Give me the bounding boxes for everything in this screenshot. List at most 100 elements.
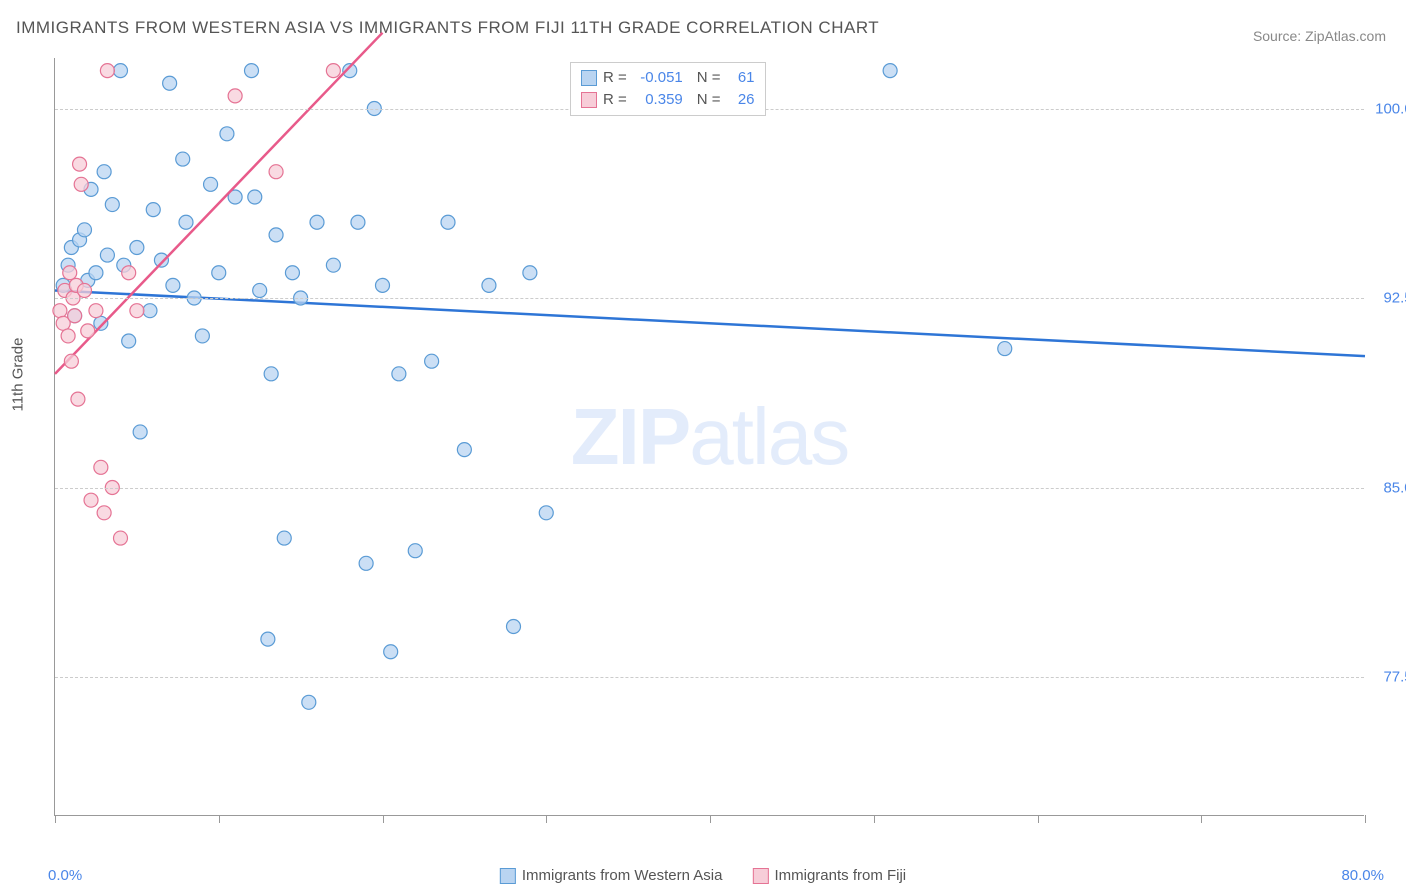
data-point (220, 127, 234, 141)
data-point (97, 165, 111, 179)
data-point (285, 266, 299, 280)
regression-line (55, 33, 383, 374)
source-attribution: Source: ZipAtlas.com (1253, 28, 1386, 44)
y-tick-label: 85.0% (1383, 479, 1406, 496)
data-point (302, 695, 316, 709)
data-point (84, 493, 98, 507)
n-label: N = (697, 89, 721, 111)
data-point (166, 278, 180, 292)
correlation-legend-row: R = 0.359 N = 26 (581, 89, 755, 111)
plot-area: ZIPatlas 77.5%85.0%92.5%100.0% (54, 58, 1364, 816)
data-point (146, 203, 160, 217)
data-point (326, 64, 340, 78)
x-tick (55, 815, 56, 823)
data-point (539, 506, 553, 520)
data-point (883, 64, 897, 78)
data-point (105, 198, 119, 212)
data-point (73, 157, 87, 171)
x-tick (219, 815, 220, 823)
r-value: 0.359 (633, 89, 683, 111)
x-tick (1038, 815, 1039, 823)
data-point (392, 367, 406, 381)
y-tick-label: 77.5% (1383, 669, 1406, 686)
data-point (212, 266, 226, 280)
data-point (61, 329, 75, 343)
r-label: R = (603, 67, 627, 89)
data-point (77, 283, 91, 297)
data-point (195, 329, 209, 343)
data-point (228, 89, 242, 103)
data-point (77, 223, 91, 237)
grid-line (55, 298, 1364, 299)
data-point (100, 248, 114, 262)
x-axis-max-label: 80.0% (1341, 867, 1384, 884)
data-point (74, 177, 88, 191)
data-point (384, 645, 398, 659)
legend-swatch-pink (752, 868, 768, 884)
data-point (523, 266, 537, 280)
data-point (89, 304, 103, 318)
data-point (269, 228, 283, 242)
data-point (245, 64, 259, 78)
series-legend: Immigrants from Western Asia Immigrants … (500, 867, 906, 884)
n-value: 26 (727, 89, 755, 111)
data-point (114, 64, 128, 78)
data-point (425, 354, 439, 368)
legend-label: Immigrants from Western Asia (522, 867, 723, 884)
r-value: -0.051 (633, 67, 683, 89)
legend-swatch (581, 92, 597, 108)
x-axis-min-label: 0.0% (48, 867, 82, 884)
regression-line (55, 290, 1365, 356)
data-point (441, 215, 455, 229)
y-tick-label: 100.0% (1375, 100, 1406, 117)
legend-item-western-asia: Immigrants from Western Asia (500, 867, 723, 884)
data-point (133, 425, 147, 439)
data-point (130, 241, 144, 255)
data-point (998, 342, 1012, 356)
data-point (253, 283, 267, 297)
r-label: R = (603, 89, 627, 111)
scatter-plot-svg (55, 58, 1364, 815)
data-point (94, 316, 108, 330)
data-point (81, 324, 95, 338)
grid-line (55, 677, 1364, 678)
data-point (89, 266, 103, 280)
correlation-legend: R = -0.051 N = 61 R = 0.359 N = 26 (570, 62, 766, 116)
data-point (204, 177, 218, 191)
data-point (277, 531, 291, 545)
chart-title: IMMIGRANTS FROM WESTERN ASIA VS IMMIGRAN… (16, 18, 879, 38)
data-point (310, 215, 324, 229)
data-point (68, 309, 82, 323)
data-point (71, 392, 85, 406)
correlation-legend-row: R = -0.051 N = 61 (581, 67, 755, 89)
data-point (261, 632, 275, 646)
y-axis-title: 11th Grade (10, 338, 27, 412)
data-point (507, 620, 521, 634)
n-value: 61 (727, 67, 755, 89)
data-point (359, 556, 373, 570)
data-point (482, 278, 496, 292)
data-point (457, 443, 471, 457)
x-tick (546, 815, 547, 823)
legend-swatch-blue (500, 868, 516, 884)
data-point (176, 152, 190, 166)
x-tick (1201, 815, 1202, 823)
legend-swatch (581, 70, 597, 86)
data-point (179, 215, 193, 229)
data-point (114, 531, 128, 545)
data-point (154, 253, 168, 267)
data-point (100, 64, 114, 78)
x-tick (710, 815, 711, 823)
legend-item-fiji: Immigrants from Fiji (752, 867, 906, 884)
data-point (122, 266, 136, 280)
data-point (351, 215, 365, 229)
data-point (63, 266, 77, 280)
data-point (264, 367, 278, 381)
legend-label: Immigrants from Fiji (774, 867, 906, 884)
data-point (408, 544, 422, 558)
n-label: N = (697, 67, 721, 89)
y-tick-label: 92.5% (1383, 290, 1406, 307)
data-point (94, 460, 108, 474)
data-point (53, 304, 67, 318)
data-point (248, 190, 262, 204)
